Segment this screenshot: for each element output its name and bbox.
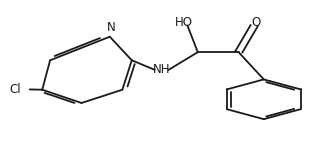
Text: HO: HO — [175, 16, 193, 29]
Text: NH: NH — [153, 63, 171, 76]
Text: Cl: Cl — [10, 83, 21, 96]
Text: N: N — [107, 21, 116, 34]
Text: O: O — [251, 16, 261, 29]
